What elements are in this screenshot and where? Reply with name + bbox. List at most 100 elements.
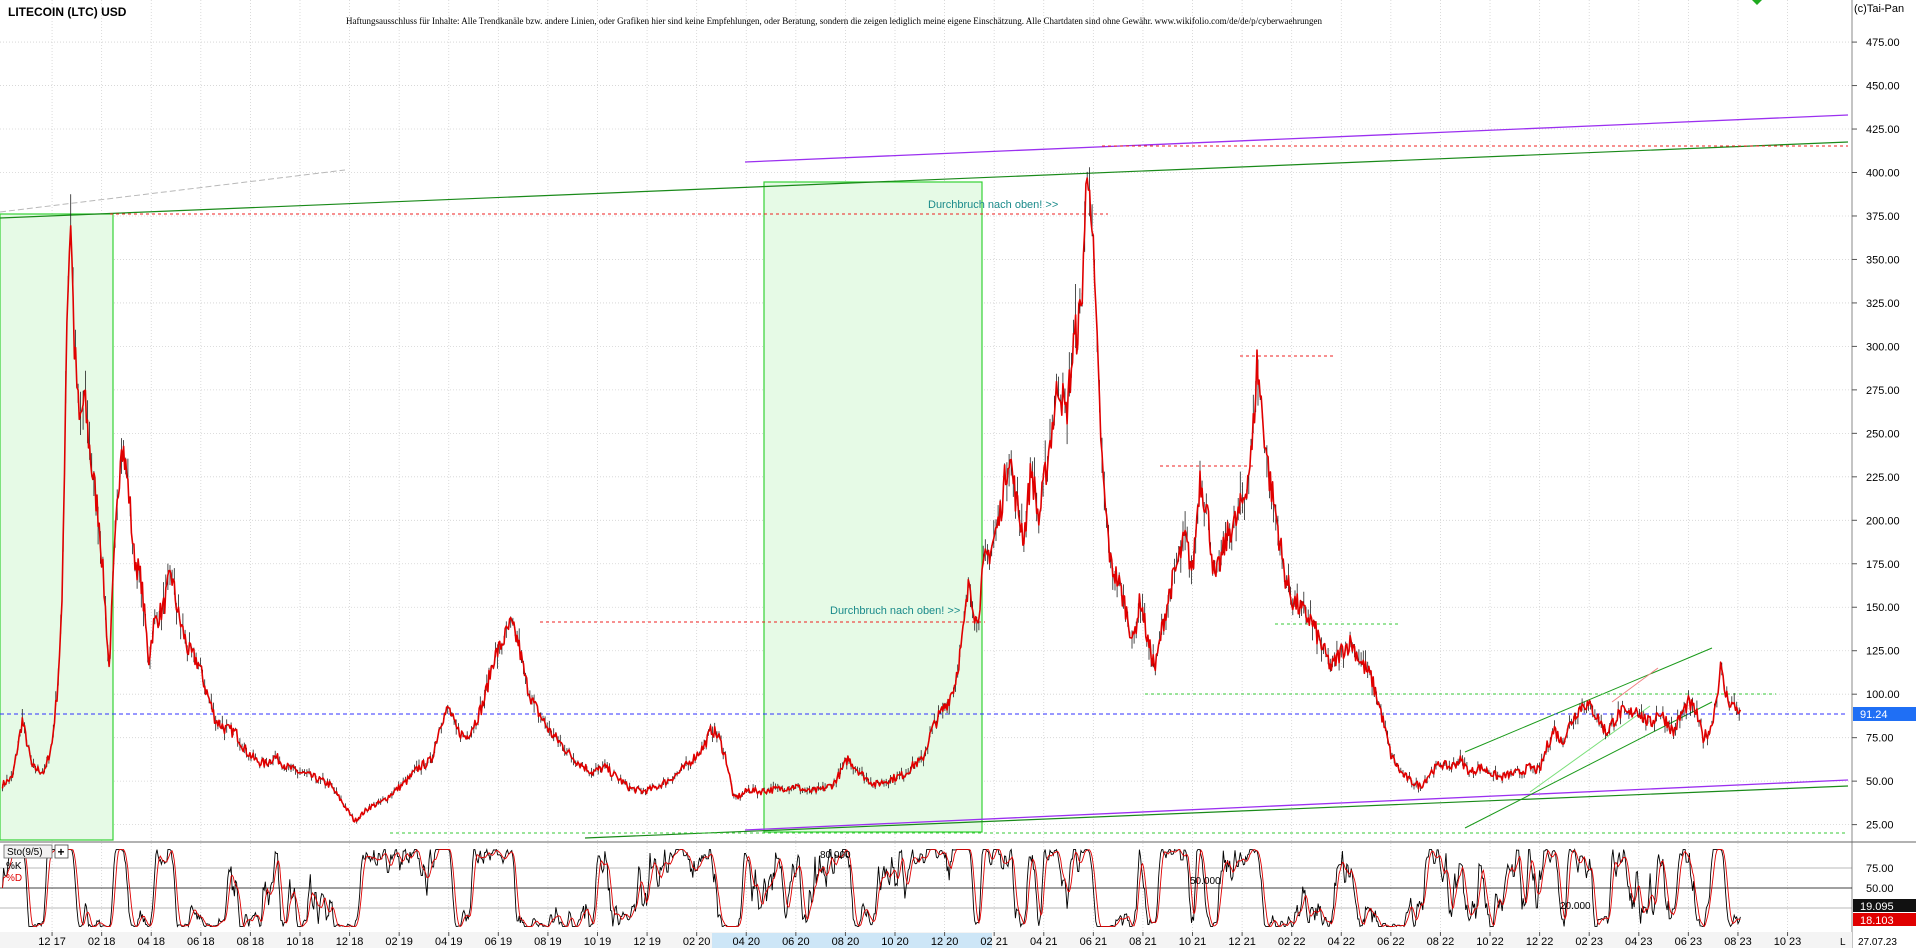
trend-lines — [0, 114, 1849, 839]
channel-upper — [1464, 647, 1713, 753]
disclaimer-text: Haftungsausschluss für Inhalte: Alle Tre… — [346, 16, 1323, 26]
x-tick-label: 10 22 — [1476, 936, 1504, 948]
x-tick-label: 12 19 — [633, 936, 661, 948]
x-tick-label: 10 21 — [1179, 936, 1207, 948]
x-tick-label: 10 20 — [881, 936, 909, 948]
stoch-tick-label: 50.00 — [1866, 883, 1894, 895]
x-tick-label: 02 20 — [683, 936, 711, 948]
channel-light-2 — [1611, 667, 1659, 703]
stoch-d-line — [2, 849, 1741, 928]
x-tick-label: 04 22 — [1328, 936, 1356, 948]
x-tick-label: 06 20 — [782, 936, 810, 948]
end-marker-label: L — [1840, 937, 1846, 948]
annotation-breakout-2020: Durchbruch nach oben! >> — [830, 605, 960, 617]
x-tick-label: 08 21 — [1129, 936, 1157, 948]
x-tick-label: 04 20 — [732, 936, 760, 948]
y-tick-label: 400.00 — [1866, 168, 1900, 180]
y-tick-label: 250.00 — [1866, 428, 1900, 440]
x-tick-label: 10 19 — [584, 936, 612, 948]
trendline-green-lower — [584, 785, 1849, 839]
y-tick-label: 125.00 — [1866, 646, 1900, 658]
x-tick-label: 12 22 — [1526, 936, 1554, 948]
x-tick-label: 04 23 — [1625, 936, 1653, 948]
x-tick-label: 12 21 — [1228, 936, 1256, 948]
trendline-purple-lower — [744, 779, 1849, 831]
expand-button[interactable] — [54, 844, 69, 859]
y-tick-label: 375.00 — [1866, 211, 1900, 223]
y-tick-label: 300.00 — [1866, 341, 1900, 353]
x-tick-label: 02 22 — [1278, 936, 1306, 948]
green-marker-icon — [1752, 0, 1762, 5]
y-axis: 25.00 50.00 75.00 100.00 125.00 150.00 175.00 2… — [1852, 37, 1900, 832]
stochastic-series — [2, 847, 1741, 928]
y-tick-label: 150.00 — [1866, 602, 1900, 614]
y-tick-label: 200.00 — [1866, 515, 1900, 527]
y-tick-label: 350.00 — [1866, 254, 1900, 266]
shaded-region-2017 — [0, 213, 114, 841]
trendline-purple-upper — [744, 114, 1849, 163]
y-tick-label: 325.00 — [1866, 298, 1900, 310]
x-tick-label: 08 19 — [534, 936, 562, 948]
stochastic-legend-box — [3, 844, 53, 859]
x-tick-label: 06 18 — [187, 936, 215, 948]
channel-lower — [1464, 701, 1713, 829]
stoch-level-50: 50.000 — [1190, 876, 1221, 887]
y-tick-label: 75.00 — [1866, 733, 1894, 745]
x-tick-label: 06 21 — [1080, 936, 1108, 948]
stochastic-title: Sto(9/5) — [7, 847, 43, 858]
x-tick-label: 12 18 — [336, 936, 364, 948]
x-tick-label: 04 19 — [435, 936, 463, 948]
y-tick-label: 275.00 — [1866, 385, 1900, 397]
x-tick-label: 06 22 — [1377, 936, 1405, 948]
stoch-level-80: 80.000 — [820, 850, 851, 861]
x-tick-label: 04 21 — [1030, 936, 1058, 948]
x-tick-label: 02 21 — [980, 936, 1008, 948]
y-tick-label: 425.00 — [1866, 124, 1900, 136]
last-date-label: 27.07.23 — [1858, 937, 1897, 948]
stoch-d-value: 18.103 — [1860, 915, 1894, 927]
x-tick-label: 08 18 — [237, 936, 265, 948]
plus-icon[interactable]: + — [58, 845, 65, 859]
price-line — [1, 177, 1742, 823]
x-tick-label: 12 17 — [38, 936, 66, 948]
x-tick-label: 12 20 — [931, 936, 959, 948]
stoch-d-badge — [1853, 913, 1916, 926]
y-tick-label: 475.00 — [1866, 37, 1900, 49]
y-tick-label: 50.00 — [1866, 776, 1894, 788]
x-tick-label: 08 23 — [1724, 936, 1752, 948]
price-series — [1, 167, 1742, 824]
y-tick-label: 175.00 — [1866, 559, 1900, 571]
stoch-k-value: 19.095 — [1860, 901, 1894, 913]
stoch-k-badge — [1853, 899, 1916, 912]
stoch-tick-label: 75.00 — [1866, 863, 1894, 875]
x-tick-label: 02 23 — [1575, 936, 1603, 948]
y-tick-label: 225.00 — [1866, 472, 1900, 484]
x-axis-highlight — [712, 933, 992, 948]
x-tick-label: 08 22 — [1427, 936, 1455, 948]
shaded-region-2020 — [763, 181, 983, 833]
trendline-grey-dashed — [0, 169, 346, 213]
chart-title: LITECOIN (LTC) USD — [8, 5, 127, 19]
x-axis: 12 17 02 18 04 18 06 18 08 18 10 18 12 18 02 19… — [38, 932, 1801, 948]
channel-light-1 — [1529, 705, 1651, 793]
x-tick-label: 02 18 — [88, 936, 116, 948]
x-tick-label: 02 19 — [385, 936, 413, 948]
x-tick-label: 06 23 — [1675, 936, 1703, 948]
trendline-green-upper — [0, 141, 1849, 219]
stochastic-d-label: %D — [6, 873, 22, 884]
x-tick-label: 04 18 — [137, 936, 165, 948]
shaded-regions — [0, 181, 983, 841]
y-tick-label: 450.00 — [1866, 81, 1900, 93]
x-tick-label: 10 23 — [1774, 936, 1802, 948]
x-tick-label: 06 19 — [485, 936, 513, 948]
x-tick-label: 08 20 — [832, 936, 860, 948]
annotation-breakout-2021: Durchbruch nach oben! >> — [928, 199, 1058, 211]
stochastic-legend[interactable]: Sto(9/5) + — [3, 844, 69, 859]
x-tick-label: 10 18 — [286, 936, 314, 948]
stoch-level-20: 20.000 — [1560, 901, 1591, 912]
y-tick-label: 100.00 — [1866, 689, 1900, 701]
last-price-label: 91.24 — [1860, 709, 1888, 721]
stochastic-k-label: %K — [6, 861, 22, 872]
